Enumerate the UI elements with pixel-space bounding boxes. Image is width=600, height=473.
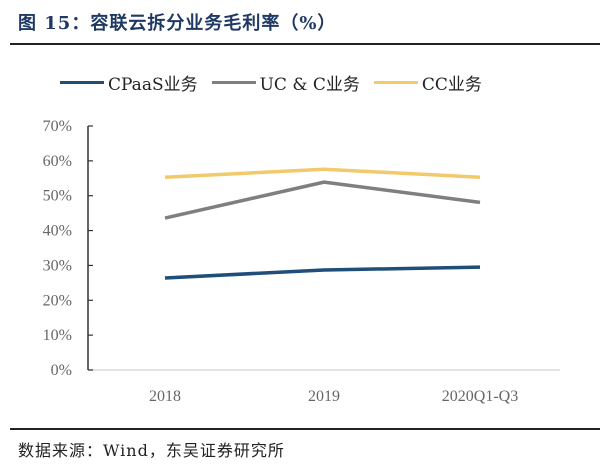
y-tick-label: 60%	[43, 153, 72, 170]
legend-label-cc: CC业务	[421, 75, 482, 95]
x-tick-label: 2018	[149, 388, 181, 405]
y-tick-label: 40%	[43, 223, 72, 240]
legend-item-cc: CC业务	[373, 70, 482, 95]
y-tick-label: 20%	[43, 292, 72, 309]
y-tick-label: 10%	[43, 327, 72, 344]
source-divider	[10, 428, 600, 430]
line-chart: 0% 10% 20% 30% 40% 50% 60% 70% 2018 2019 2020Q1-Q3	[43, 118, 560, 405]
legend-swatch-cc	[373, 81, 418, 84]
legend-item-cpaas: CPaaS业务	[60, 70, 198, 95]
series-line-1	[164, 180, 481, 220]
x-tick-label: 2019	[308, 388, 340, 405]
legend-label-ucc: UC & C业务	[259, 75, 360, 95]
y-tick-label: 50%	[43, 188, 72, 205]
y-tick-label: 70%	[43, 118, 72, 135]
legend-label-cpaas: CPaaS业务	[108, 75, 198, 95]
y-tick-label: 0%	[51, 362, 72, 379]
x-tick-label: 2020Q1-Q3	[442, 388, 518, 405]
y-tick-label: 30%	[43, 257, 72, 274]
legend: CPaaS业务 UC & C业务 CC业务	[60, 70, 482, 95]
chart-title: 图 15：容联云拆分业务毛利率（%）	[18, 13, 337, 34]
title-divider	[10, 43, 600, 45]
series-line-2	[164, 167, 481, 179]
legend-swatch-cpaas	[60, 81, 104, 84]
series-line-0	[164, 265, 481, 280]
legend-item-ucc: UC & C业务	[211, 70, 360, 95]
source-note: 数据来源：Wind，东吴证券研究所	[18, 441, 285, 460]
legend-swatch-ucc	[211, 81, 256, 84]
